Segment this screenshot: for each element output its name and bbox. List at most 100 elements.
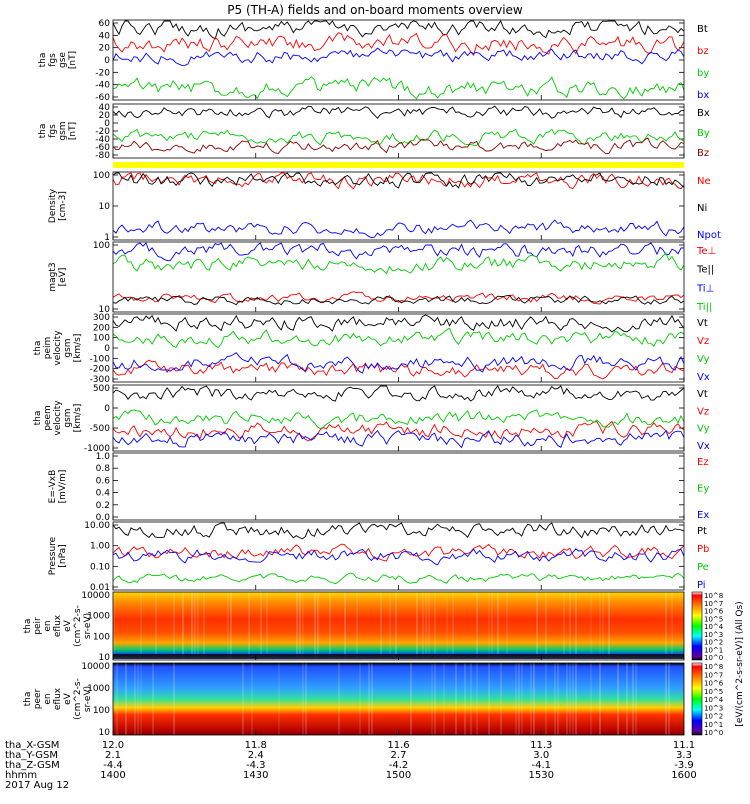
colorbar-tick: 10^3 (704, 704, 723, 712)
spectrogram-texture (302, 663, 304, 735)
panel-ylabel-line: peer (33, 688, 43, 709)
panel-ylabel: tha fgs gse [nT] (38, 51, 78, 69)
legend-entry: Te⊥ (696, 246, 716, 257)
spectrogram-texture (251, 663, 253, 735)
colorbar-tick: 10^8 (704, 592, 723, 600)
spectrogram-texture (359, 663, 361, 735)
time-row-label: tha_Y-GSM (5, 750, 58, 761)
y-tick-label: 10 (99, 653, 111, 663)
spectrogram-texture (515, 663, 517, 735)
ephemeris-value: -4.4 (103, 760, 123, 771)
colorbar-tick: 10^0 (704, 729, 723, 737)
y-tick-label: 0.2 (96, 501, 110, 511)
legend-entry: Vt (697, 389, 708, 400)
panel-ylabel-line: peem (43, 405, 53, 431)
panel-frame (112, 452, 685, 521)
colorbar-tick: 10^5 (704, 615, 723, 623)
legend-entry: Te|| (696, 265, 714, 276)
spectrogram-texture (134, 663, 136, 735)
panel-frame (112, 384, 685, 452)
legend-entry: Npot (697, 230, 721, 241)
spectrogram-texture (590, 663, 592, 735)
spectrogram-texture (497, 592, 499, 660)
panels-group: tha fgs gse [nT]6040200-20-40-60Btbzbybxtha… (23, 19, 721, 738)
spectrogram-texture (566, 663, 568, 735)
spectrogram-texture (476, 592, 478, 660)
colorbar-tick: 10^2 (704, 639, 723, 647)
legend-entry: Pe (697, 562, 709, 573)
ephemeris-value: -4.3 (246, 760, 266, 771)
spectrogram-texture (575, 663, 577, 735)
legend-entry: Vx (697, 372, 710, 383)
colorbar-tick: 10^4 (704, 696, 724, 704)
spectrogram-texture (389, 592, 391, 660)
legend-entry: bx (697, 90, 709, 101)
series-line-pt (112, 522, 685, 540)
spectrogram-image (113, 663, 684, 735)
spectrogram-texture (434, 592, 436, 660)
spectrogram-texture (443, 663, 445, 735)
y-tick-label: 1000 (87, 684, 110, 694)
panel-ylabel-line: gsm (63, 338, 73, 357)
spectrogram-texture (488, 663, 490, 735)
ephemeris-value: 11.3 (530, 740, 552, 751)
spectrogram-texture (545, 663, 547, 735)
series-line-vy (112, 327, 685, 349)
y-tick-label: -100 (90, 354, 111, 364)
panel-ylabel-line: tha (38, 124, 48, 139)
panel-ylabel-line: eflux (53, 614, 63, 637)
spectrogram-texture (260, 592, 262, 660)
y-tick-label: 0.8 (96, 464, 111, 474)
series-line-vt (112, 385, 685, 402)
y-tick-label: 500 (93, 384, 110, 394)
ephemeris-value: 12.0 (102, 740, 124, 751)
colorbar-tick: 10^4 (704, 623, 724, 631)
spectrogram-texture (626, 663, 628, 735)
spectrogram-texture (173, 592, 175, 660)
panel-peer-spectrogram: tha peer en eflux eV (cm^2-s-sr-eV) 10000 1000 1… (23, 662, 685, 738)
spectrogram-texture (191, 592, 193, 660)
series-line-vz (112, 359, 685, 380)
y-tick-label: -20 (95, 127, 110, 137)
y-tick-label: 10000 (81, 662, 110, 672)
series-line-te (112, 294, 685, 306)
spectrogram-texture (470, 663, 472, 735)
y-tick-label: -200 (90, 365, 111, 375)
spectrogram-texture (428, 592, 430, 660)
panel-ylabel-line: gsm (58, 121, 68, 140)
y-tick-label: 0 (104, 119, 110, 129)
legend-entry: Ti⊥ (696, 283, 714, 294)
spectrogram-texture (569, 592, 571, 660)
legend-entry: Ne (697, 176, 711, 187)
time-row-label: tha_X-GSM (5, 740, 59, 751)
panel-ylabel-line: tha (38, 53, 48, 68)
panel-ylabel-line: peim (43, 337, 53, 360)
panel-ylabel-line: eV (63, 692, 73, 705)
legend-entry: Ni (697, 203, 707, 214)
colorbar (691, 591, 703, 661)
spectrogram-texture (518, 663, 520, 735)
panel-ylabel-line: peir (33, 617, 43, 635)
spectrogram-texture (155, 592, 157, 660)
spectrogram-texture (563, 592, 565, 660)
spectrogram-texture (416, 592, 418, 660)
y-tick-label: 10.00 (84, 521, 110, 531)
spectrogram-texture (572, 663, 574, 735)
spectrogram-texture (203, 592, 205, 660)
spectrogram-texture (380, 592, 382, 660)
spectrogram-texture (554, 663, 556, 735)
y-tick-label: 10 (99, 305, 111, 315)
legend-entry: Ez (697, 457, 709, 468)
spectrogram-texture (632, 663, 634, 735)
spectrogram-texture (173, 663, 175, 735)
spectrogram-texture (476, 663, 478, 735)
time-axis: 12.02.1-4.4140011.82.4-4.3143011.62.7-4.… (5, 740, 697, 791)
y-tick-label: 1 (104, 233, 110, 243)
spectrogram-texture (395, 592, 397, 660)
colorbar-tick: 10^6 (704, 680, 724, 688)
colorbar-tick: 10^6 (704, 608, 724, 616)
series-line-by (112, 76, 685, 100)
ephemeris-value: 2.7 (391, 750, 407, 761)
y-tick-label: 100 (93, 706, 110, 716)
